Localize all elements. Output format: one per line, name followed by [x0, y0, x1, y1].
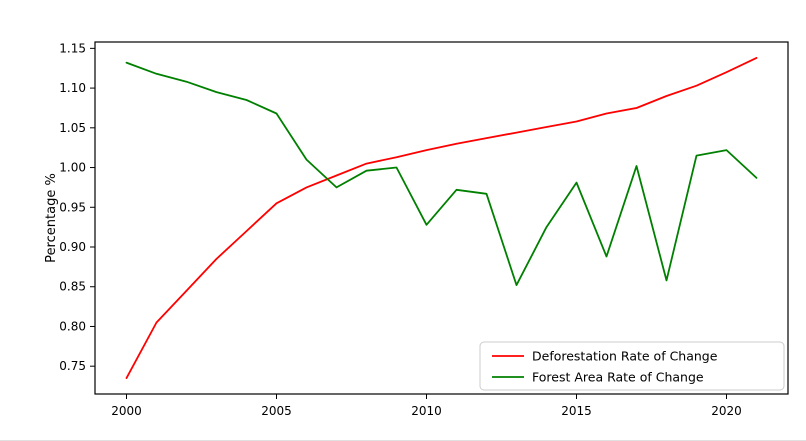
plot-border [94, 41, 789, 395]
y-tick-label: 0.75 [59, 359, 86, 373]
y-tick-label: 1.10 [59, 81, 86, 95]
legend-label-deforestation: Deforestation Rate of Change [532, 349, 718, 364]
series-lines [125, 57, 758, 380]
y-tick-label: 0.80 [59, 319, 86, 333]
plot-background [95, 42, 788, 394]
y-tick-label: 0.85 [59, 280, 86, 294]
x-tick-label: 2020 [711, 404, 742, 418]
plot-area [95, 42, 788, 394]
y-tick-label: 1.00 [59, 161, 86, 175]
x-tick-label: 2000 [111, 404, 142, 418]
legend: Deforestation Rate of Change Forest Area … [479, 341, 785, 391]
legend-box [479, 341, 785, 391]
x-tick-label: 2015 [561, 404, 592, 418]
axes-spines [94, 41, 789, 395]
series-line-deforestation [125, 57, 758, 380]
legend-label-forest-area: Forest Area Rate of Change [532, 370, 704, 385]
y-axis-label: Percentage % [44, 173, 59, 263]
x-axis-ticks: 2000 2005 2010 2015 2020 [111, 394, 742, 418]
y-tick-label: 0.90 [59, 240, 86, 254]
y-axis-ticks: 0.75 0.80 0.85 0.90 0.95 1.00 1.05 1.10 1.15 [59, 41, 95, 373]
x-tick-label: 2010 [411, 404, 442, 418]
y-tick-label: 0.95 [59, 200, 86, 214]
y-tick-label: 1.15 [59, 41, 86, 55]
series-line-forest-area [125, 61, 758, 287]
x-tick-label: 2005 [261, 404, 292, 418]
y-tick-label: 1.05 [59, 121, 86, 135]
